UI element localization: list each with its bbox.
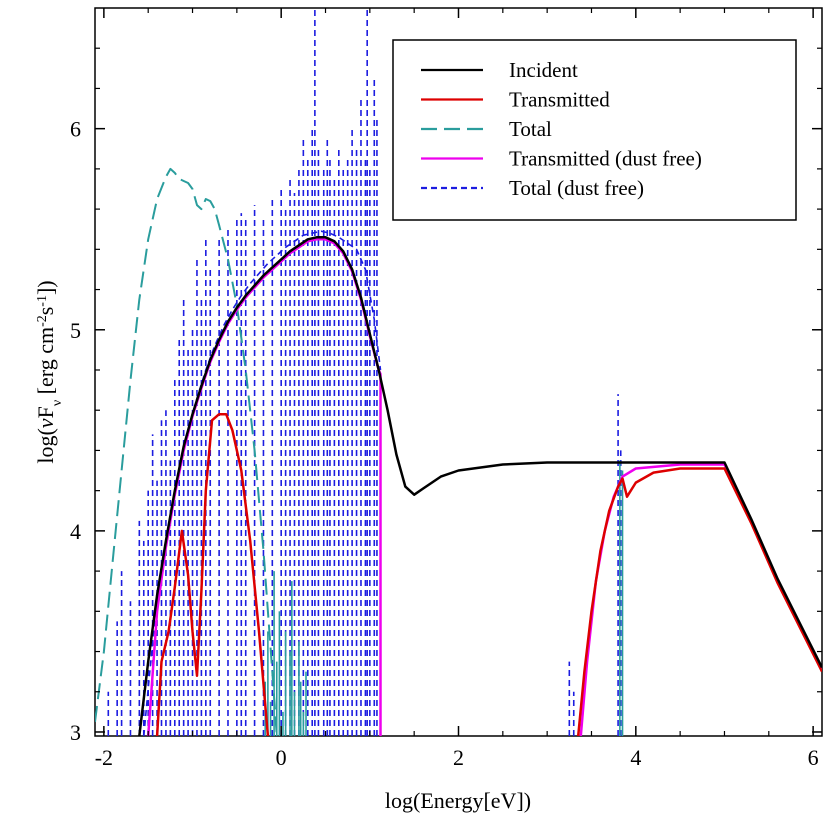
x-tick-label: 0 [276,745,287,770]
y-tick-label: 4 [70,519,81,544]
x-tick-label: 2 [453,745,464,770]
series-incident [138,236,822,736]
x-tick-label: 4 [630,745,641,770]
legend-label: Transmitted (dust free) [509,147,702,171]
series-total [95,167,278,736]
series-transmitted [155,412,822,736]
y-tick-label: 6 [70,117,81,142]
legend-label: Total [509,117,552,141]
y-tick-label: 3 [70,720,81,745]
x-axis-title: log(Energy[eV]) [385,788,531,813]
y-axis-title: log(νFν [erg cm-2s-1]) [33,280,65,463]
legend: Incident Transmitted Total Transmitted (dus… [392,39,797,221]
legend-label: Incident [509,58,578,82]
y-tick-label: 5 [70,318,81,343]
legend-label: Transmitted [509,88,610,112]
x-tick-label: -2 [95,745,113,770]
legend-label: Total (dust free) [509,176,644,200]
series-total-dust-free [107,8,622,736]
x-tick-label: 6 [808,745,819,770]
